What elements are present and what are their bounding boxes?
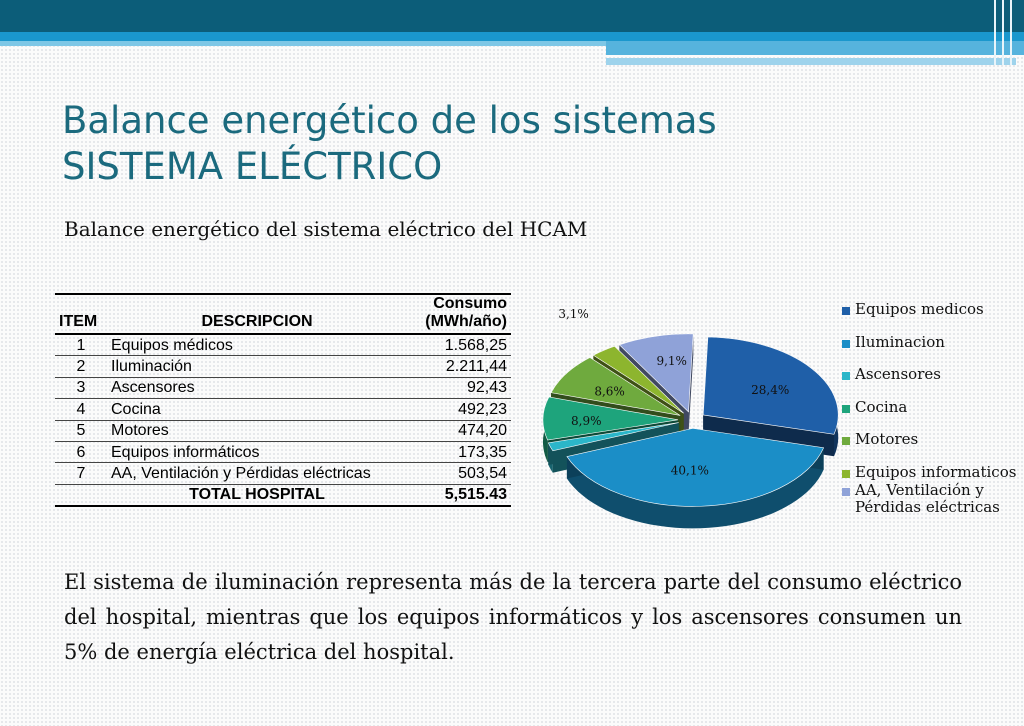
- table-row: 5 Motores 474,20: [55, 420, 511, 442]
- legend-label: Iluminacion: [855, 332, 945, 351]
- header-stripe-light: [0, 41, 606, 46]
- header-divider: [1002, 0, 1004, 65]
- row-item: 2: [55, 355, 107, 378]
- row-description: Ascensores: [107, 377, 407, 400]
- chart-legend: Equipos medicos Iluminacion Ascensores Coci…: [842, 301, 1024, 516]
- legend-swatch: [842, 469, 850, 478]
- row-description: Iluminación: [107, 355, 407, 378]
- legend-entry: Equipos medicos: [842, 301, 1024, 318]
- header-stripe: [0, 32, 1024, 41]
- pie-slice-top: [618, 333, 694, 413]
- legend-swatch: [842, 307, 850, 315]
- table-total-row: TOTAL HOSPITAL 5,515.43: [55, 484, 511, 508]
- title-line-2: SISTEMA ELÉCTRICO: [62, 145, 443, 188]
- legend-swatch: [842, 372, 850, 380]
- row-value: 503,54: [407, 462, 511, 485]
- row-value: 474,20: [407, 420, 511, 442]
- header-description: DESCRIPCION: [107, 293, 407, 335]
- row-description: Motores: [107, 420, 407, 442]
- legend-label: Equipos medicos: [855, 300, 984, 318]
- header-stripe-right: [606, 41, 1024, 55]
- row-value: 173,35: [407, 441, 511, 464]
- row-item: 1: [55, 334, 107, 357]
- legend-entry: AA, Ventilación y Pérdidas eléctricas: [842, 480, 1024, 516]
- pie-data-label: 9,1%: [656, 354, 687, 368]
- pie-slice-face: [688, 333, 694, 434]
- table-row: 1 Equipos médicos 1.568,25: [55, 334, 511, 357]
- row-description: AA, Ventilación y Pérdidas eléctricas: [107, 462, 407, 485]
- row-value: 492,23: [407, 398, 511, 421]
- legend-swatch: [842, 437, 850, 445]
- total-label: TOTAL HOSPITAL: [107, 484, 407, 508]
- header-item: ITEM: [55, 293, 107, 335]
- legend-entry: Ascensores: [842, 366, 1024, 383]
- consumption-table: ITEM DESCRIPCION Consumo (MWh/año) 1 Equ…: [55, 293, 511, 508]
- legend-label: Equipos informaticos: [855, 462, 1017, 481]
- row-item: 7: [55, 462, 107, 485]
- header-consumption-text: Consumo (MWh/año): [425, 295, 507, 330]
- pie-slice-top: [542, 396, 679, 441]
- row-item: 3: [55, 377, 107, 400]
- pie-data-label: 3,1%: [558, 307, 589, 321]
- row-item: 5: [55, 420, 107, 442]
- header-divider: [1010, 0, 1012, 65]
- header-band: [0, 0, 1024, 32]
- row-item: [55, 484, 107, 508]
- legend-label: Ascensores: [855, 365, 941, 383]
- pie-slice-top: [550, 357, 681, 416]
- legend-entry: Iluminacion: [842, 332, 1024, 351]
- row-item: 4: [55, 398, 107, 421]
- table-body: 1 Equipos médicos 1.568,25 2 Iluminación…: [55, 334, 511, 508]
- pie-data-label: 8,9%: [571, 414, 602, 428]
- header-divider: [994, 0, 996, 65]
- legend-swatch: [842, 487, 850, 496]
- pie-slice-top: [547, 422, 679, 452]
- slide-subtitle: Balance energético del sistema eléctrico…: [64, 217, 588, 241]
- pie-data-label: 28,4%: [751, 383, 789, 397]
- total-value: 5,515.43: [407, 484, 511, 508]
- table-row: 4 Cocina 492,23: [55, 398, 511, 421]
- table-row: 6 Equipos informáticos 173,35: [55, 441, 511, 464]
- table-row: 3 Ascensores 92,43: [55, 377, 511, 400]
- legend-label: AA, Ventilación y Pérdidas eléctricas: [855, 480, 1000, 516]
- table-row: 2 Iluminación 2.211,44: [55, 355, 511, 378]
- table-row: 7 AA, Ventilación y Pérdidas eléctricas …: [55, 462, 511, 485]
- slide-title: Balance energético de los sistemas SISTE…: [62, 98, 717, 190]
- header-consumption: Consumo (MWh/año): [407, 293, 511, 335]
- row-description: Equipos informáticos: [107, 441, 407, 464]
- pie-slice-side: [566, 447, 824, 529]
- row-value: 1.568,25: [407, 334, 511, 357]
- pie-slice-top: [566, 428, 825, 507]
- row-description: Cocina: [107, 398, 407, 421]
- pie-data-label: 40,1%: [671, 464, 709, 478]
- legend-entry: Equipos informaticos: [842, 462, 1024, 481]
- pie-chart: 28,4%40,1%1,7%8,9%8,6%3,1%9,1%: [542, 307, 839, 529]
- title-line-1: Balance energético de los sistemas: [62, 99, 717, 142]
- legend-entry: Cocina: [842, 397, 1024, 416]
- legend-entry: Motores: [842, 431, 1024, 448]
- legend-label: Cocina: [855, 397, 908, 416]
- legend-label: Motores: [855, 430, 919, 448]
- pie-slice-top: [592, 345, 684, 414]
- table-header-row: ITEM DESCRIPCION Consumo (MWh/año): [55, 293, 511, 335]
- row-description: Equipos médicos: [107, 334, 407, 357]
- row-item: 6: [55, 441, 107, 464]
- row-value: 92,43: [407, 377, 511, 400]
- row-value: 2.211,44: [407, 355, 511, 378]
- body-paragraph: El sistema de iluminación representa más…: [64, 570, 962, 664]
- pie-data-label: 8,6%: [594, 385, 625, 399]
- legend-swatch: [842, 404, 850, 413]
- header-stripe-right-light: [606, 58, 1016, 65]
- legend-swatch: [842, 339, 850, 348]
- pie-slice-top: [702, 336, 839, 435]
